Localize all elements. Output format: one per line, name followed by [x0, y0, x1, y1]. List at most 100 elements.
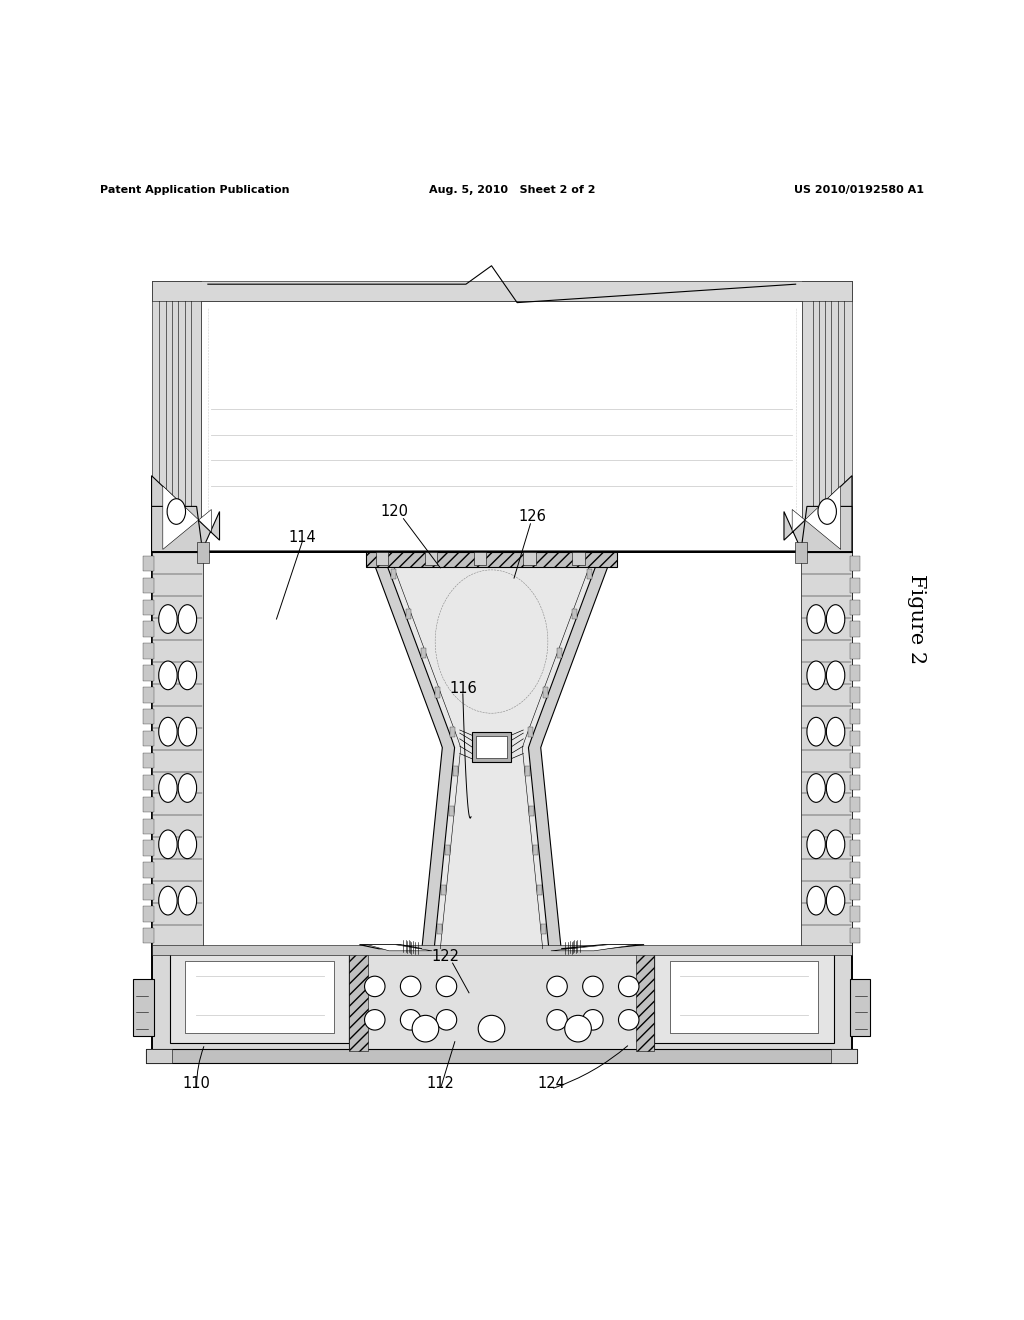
- Bar: [571, 609, 577, 619]
- Ellipse shape: [178, 774, 197, 803]
- Ellipse shape: [826, 661, 845, 689]
- Circle shape: [547, 977, 567, 997]
- Bar: [850, 797, 860, 812]
- Text: 124: 124: [537, 1076, 565, 1092]
- Polygon shape: [561, 945, 644, 949]
- Bar: [146, 1049, 172, 1064]
- Bar: [143, 862, 154, 878]
- Bar: [152, 945, 852, 954]
- Bar: [472, 731, 511, 763]
- Bar: [143, 928, 154, 944]
- Bar: [435, 688, 440, 698]
- Bar: [143, 556, 154, 572]
- Bar: [850, 928, 860, 944]
- Ellipse shape: [818, 499, 837, 524]
- Bar: [143, 797, 154, 812]
- Text: 126: 126: [518, 510, 547, 524]
- Bar: [850, 578, 860, 593]
- Bar: [143, 752, 154, 768]
- Polygon shape: [371, 554, 455, 949]
- Bar: [850, 979, 870, 1036]
- Bar: [143, 599, 154, 615]
- Bar: [474, 553, 486, 565]
- Bar: [203, 553, 801, 946]
- Polygon shape: [359, 945, 422, 949]
- Bar: [143, 731, 154, 746]
- Circle shape: [365, 1010, 385, 1030]
- Bar: [143, 688, 154, 702]
- Ellipse shape: [178, 886, 197, 915]
- Bar: [532, 845, 538, 855]
- Circle shape: [618, 977, 639, 997]
- Bar: [197, 543, 209, 562]
- Bar: [152, 281, 201, 553]
- Bar: [543, 688, 548, 698]
- Polygon shape: [793, 486, 841, 549]
- Circle shape: [618, 1010, 639, 1030]
- Bar: [523, 553, 536, 565]
- Bar: [143, 578, 154, 593]
- Polygon shape: [152, 475, 219, 553]
- Circle shape: [583, 1010, 603, 1030]
- Bar: [143, 709, 154, 725]
- Bar: [850, 665, 860, 681]
- Bar: [850, 752, 860, 768]
- Bar: [143, 818, 154, 834]
- Bar: [572, 553, 585, 565]
- Circle shape: [400, 1010, 421, 1030]
- Bar: [587, 569, 592, 579]
- Bar: [407, 609, 412, 619]
- Ellipse shape: [807, 661, 825, 689]
- Bar: [451, 727, 456, 737]
- Bar: [143, 622, 154, 636]
- Circle shape: [436, 1010, 457, 1030]
- Bar: [450, 805, 455, 816]
- Bar: [445, 845, 451, 855]
- Bar: [850, 884, 860, 900]
- Polygon shape: [163, 486, 211, 549]
- Bar: [441, 884, 446, 895]
- Bar: [850, 862, 860, 878]
- Bar: [850, 731, 860, 746]
- Bar: [636, 946, 654, 1051]
- Text: Figure 2: Figure 2: [907, 574, 926, 664]
- Circle shape: [583, 977, 603, 997]
- Ellipse shape: [807, 774, 825, 803]
- Ellipse shape: [159, 661, 177, 689]
- Bar: [850, 622, 860, 636]
- Bar: [143, 907, 154, 921]
- Bar: [143, 884, 154, 900]
- Bar: [795, 543, 807, 562]
- Ellipse shape: [826, 605, 845, 634]
- Polygon shape: [551, 945, 636, 950]
- Ellipse shape: [807, 605, 825, 634]
- Text: Aug. 5, 2010   Sheet 2 of 2: Aug. 5, 2010 Sheet 2 of 2: [429, 185, 595, 195]
- Text: 114: 114: [288, 529, 316, 545]
- Bar: [143, 643, 154, 659]
- Ellipse shape: [807, 717, 825, 746]
- Bar: [541, 924, 546, 935]
- Ellipse shape: [159, 886, 177, 915]
- Bar: [654, 950, 834, 1043]
- Text: US 2010/0192580 A1: US 2010/0192580 A1: [794, 185, 924, 195]
- Ellipse shape: [159, 717, 177, 746]
- Bar: [557, 648, 562, 659]
- Ellipse shape: [178, 717, 197, 746]
- Bar: [803, 281, 852, 553]
- Bar: [537, 884, 542, 895]
- Ellipse shape: [826, 886, 845, 915]
- Bar: [524, 766, 529, 776]
- Bar: [831, 1049, 857, 1064]
- Bar: [850, 599, 860, 615]
- Polygon shape: [368, 945, 432, 950]
- Text: 122: 122: [431, 949, 460, 965]
- Circle shape: [436, 977, 457, 997]
- Circle shape: [400, 977, 421, 997]
- Bar: [437, 924, 442, 935]
- Polygon shape: [152, 507, 203, 553]
- Ellipse shape: [826, 717, 845, 746]
- Bar: [170, 950, 349, 1043]
- Polygon shape: [784, 475, 852, 553]
- Bar: [850, 907, 860, 921]
- Ellipse shape: [826, 830, 845, 858]
